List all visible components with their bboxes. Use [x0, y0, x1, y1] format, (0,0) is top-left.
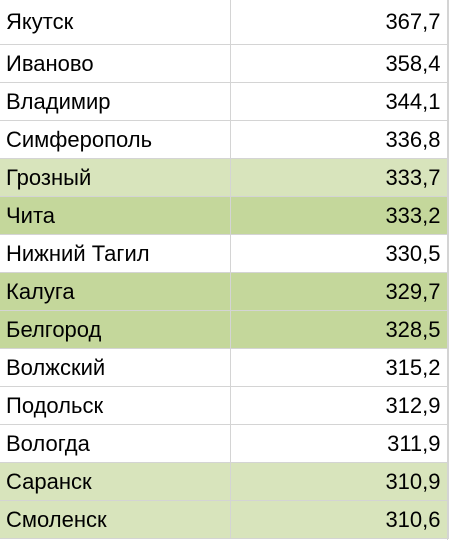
table-row: Симферополь 336,8 — [0, 120, 449, 159]
value-cell[interactable]: 328,5 — [230, 310, 449, 349]
value-cell[interactable]: 330,5 — [230, 234, 449, 273]
city-cell[interactable]: Волжский — [0, 348, 231, 387]
table-row: Иваново 358,4 — [0, 44, 449, 83]
value-cell[interactable]: 333,7 — [230, 158, 449, 197]
value-cell[interactable]: 311,9 — [230, 424, 449, 463]
city-cell[interactable]: Грозный — [0, 158, 231, 197]
table-row: Владимир 344,1 — [0, 82, 449, 121]
city-cell[interactable]: Симферополь — [0, 120, 231, 159]
value-cell[interactable]: 367,7 — [230, 0, 449, 45]
city-cell[interactable]: Белгород — [0, 310, 231, 349]
table-row: Грозный 333,7 — [0, 158, 449, 197]
value-cell[interactable]: 312,9 — [230, 386, 449, 425]
table-row: Смоленск 310,6 — [0, 500, 449, 539]
table-row: Калуга 329,7 — [0, 272, 449, 311]
value-cell[interactable]: 336,8 — [230, 120, 449, 159]
value-cell[interactable]: 310,6 — [230, 500, 449, 539]
city-cell[interactable]: Иваново — [0, 44, 231, 83]
table-row: Чита 333,2 — [0, 196, 449, 235]
value-cell[interactable]: 344,1 — [230, 82, 449, 121]
city-cell[interactable]: Чита — [0, 196, 231, 235]
table-row: Вологда 311,9 — [0, 424, 449, 463]
city-cell[interactable]: Калуга — [0, 272, 231, 311]
table-row: Волжский 315,2 — [0, 348, 449, 387]
table-row: Якутск 367,7 — [0, 0, 449, 45]
table-row: Белгород 328,5 — [0, 310, 449, 349]
table-row: Нижний Тагил 330,5 — [0, 234, 449, 273]
city-cell[interactable]: Владимир — [0, 82, 231, 121]
city-cell[interactable]: Якутск — [0, 0, 231, 45]
city-cell[interactable]: Вологда — [0, 424, 231, 463]
city-cell[interactable]: Подольск — [0, 386, 231, 425]
table-row: Саранск 310,9 — [0, 462, 449, 501]
value-cell[interactable]: 333,2 — [230, 196, 449, 235]
value-cell[interactable]: 358,4 — [230, 44, 449, 83]
city-cell[interactable]: Смоленск — [0, 500, 231, 539]
value-cell[interactable]: 310,9 — [230, 462, 449, 501]
city-cell[interactable]: Саранск — [0, 462, 231, 501]
value-cell[interactable]: 329,7 — [230, 272, 449, 311]
table-row: Подольск 312,9 — [0, 386, 449, 425]
city-cell[interactable]: Нижний Тагил — [0, 234, 231, 273]
value-cell[interactable]: 315,2 — [230, 348, 449, 387]
